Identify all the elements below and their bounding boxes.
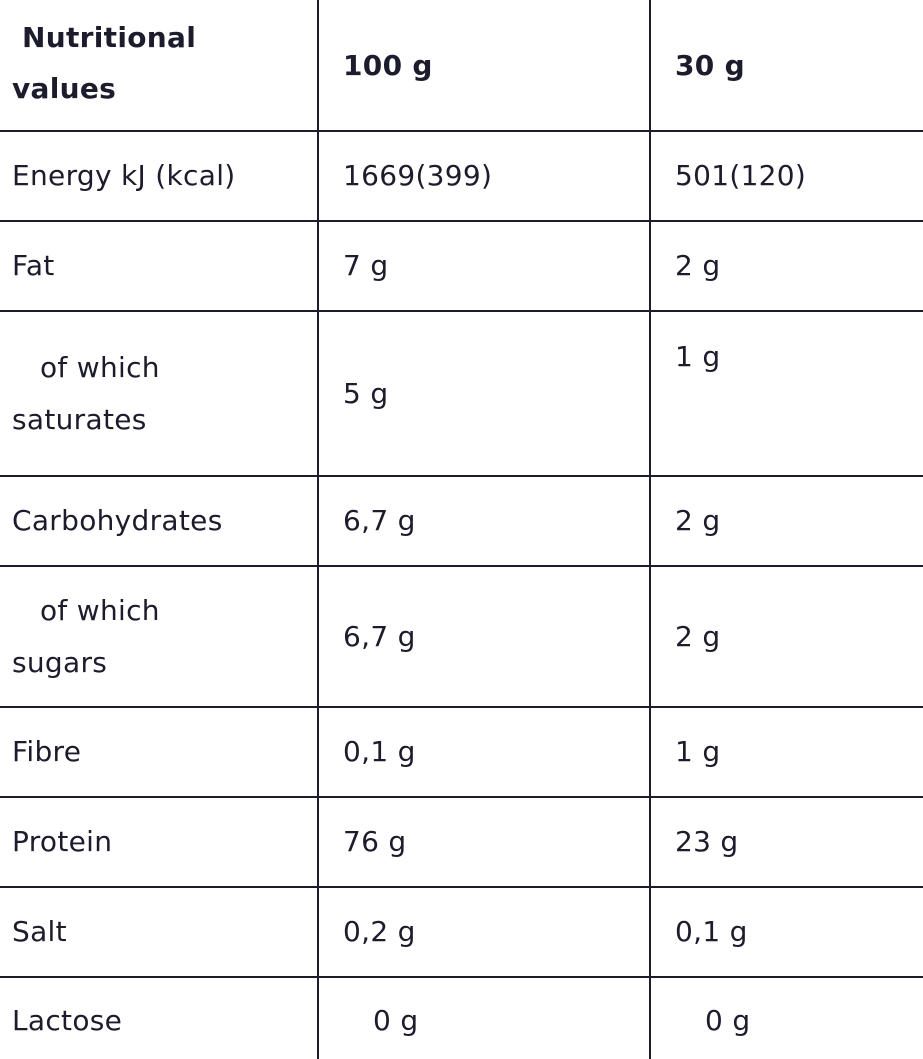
header-cell: 30 g — [650, 0, 923, 131]
table-cell: 501(120) — [650, 131, 923, 221]
table-cell: Fat — [0, 221, 318, 311]
row-border — [0, 796, 923, 798]
table-cell: Salt — [0, 887, 318, 977]
cell-text: 501(120) — [675, 159, 807, 192]
cell-text: Protein — [12, 825, 113, 858]
row-border — [0, 220, 923, 222]
cell-text: 23 g — [675, 825, 739, 858]
table-cell: Fibre — [0, 707, 318, 797]
cell-text: Nutritional values — [12, 20, 197, 105]
cell-text: of which saturates — [12, 350, 160, 436]
table-cell: 6,7 g — [318, 566, 650, 707]
header-cell: Nutritional values — [0, 0, 318, 131]
table-cell: 2 g — [650, 221, 923, 311]
table-cell: 1 g — [650, 707, 923, 797]
table-cell: 0,2 g — [318, 887, 650, 977]
table-cell: Lactose — [0, 977, 318, 1059]
column-border — [317, 0, 319, 1059]
table-cell: Protein — [0, 797, 318, 887]
table-cell: 76 g — [318, 797, 650, 887]
cell-text: Salt — [12, 915, 67, 948]
column-border — [649, 0, 651, 1059]
cell-text: 30 g — [675, 48, 745, 82]
row-border — [0, 130, 923, 132]
table-cell: 6,7 g — [318, 476, 650, 566]
table-cell: 2 g — [650, 566, 923, 707]
table-cell: 5 g — [318, 311, 650, 476]
header-cell: 100 g — [318, 0, 650, 131]
cell-text: 7 g — [343, 249, 389, 282]
cell-text: Energy kJ (kcal) — [12, 159, 236, 192]
cell-text: 0 g — [705, 1004, 751, 1037]
table-cell: 23 g — [650, 797, 923, 887]
cell-text: 1669(399) — [343, 159, 493, 192]
row-border — [0, 706, 923, 708]
cell-text: 5 g — [343, 376, 389, 410]
cell-text: Lactose — [12, 1004, 123, 1037]
cell-text: 100 g — [343, 48, 433, 82]
cell-text: 0,2 g — [343, 915, 416, 948]
cell-text: 76 g — [343, 825, 407, 858]
cell-text: 0,1 g — [675, 915, 748, 948]
cell-text: 1 g — [675, 735, 721, 768]
table-cell: Carbohydrates — [0, 476, 318, 566]
cell-text: 0 g — [373, 1004, 419, 1037]
cell-text: Carbohydrates — [12, 504, 223, 537]
table-cell: Energy kJ (kcal) — [0, 131, 318, 221]
table-cell: 1669(399) — [318, 131, 650, 221]
table-cell: 0 g — [318, 977, 650, 1059]
table-cell: 0,1 g — [650, 887, 923, 977]
cell-text: 1 g — [675, 340, 721, 373]
row-border — [0, 565, 923, 567]
cell-text: 6,7 g — [343, 619, 416, 653]
cell-text: 2 g — [675, 619, 721, 653]
cell-text: 0,1 g — [343, 735, 416, 768]
cell-text: 2 g — [675, 504, 721, 537]
table-cell: 2 g — [650, 476, 923, 566]
row-border — [0, 976, 923, 978]
table-cell: 0,1 g — [318, 707, 650, 797]
table-cell: 7 g — [318, 221, 650, 311]
row-border — [0, 475, 923, 477]
cell-text: 6,7 g — [343, 504, 416, 537]
table-cell: 0 g — [650, 977, 923, 1059]
row-border — [0, 310, 923, 312]
table-cell: 1 g — [650, 311, 923, 476]
cell-text: of which sugars — [12, 593, 160, 679]
table-cell: of which sugars — [0, 566, 318, 707]
cell-text: Fibre — [12, 735, 82, 768]
cell-text: 2 g — [675, 249, 721, 282]
table-cell: of which saturates — [0, 311, 318, 476]
row-border — [0, 886, 923, 888]
cell-text: Fat — [12, 249, 55, 282]
